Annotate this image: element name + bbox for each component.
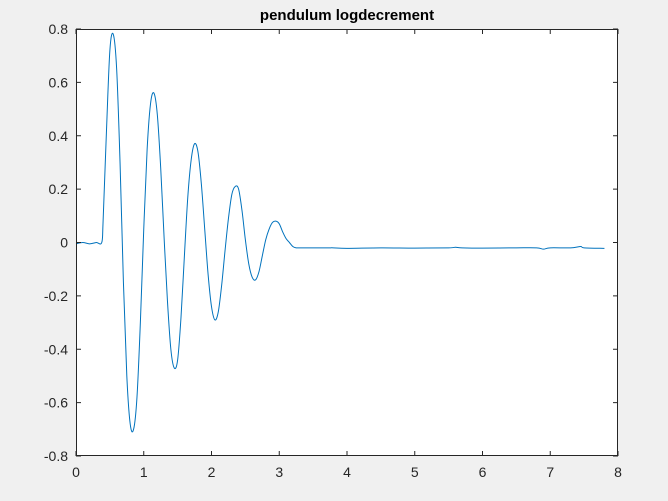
x-tick-label: 4 <box>343 464 351 480</box>
y-tick-label: -0.2 <box>44 288 68 304</box>
y-tick-label: 0.4 <box>49 128 69 144</box>
x-tick-label: 2 <box>208 464 216 480</box>
y-tick-label: -0.8 <box>44 448 68 464</box>
plot-area <box>76 29 618 456</box>
y-tick-label: 0 <box>60 235 68 251</box>
chart-title: pendulum logdecrement <box>260 7 434 24</box>
x-tick-label: 7 <box>546 464 554 480</box>
x-tick-label: 8 <box>614 464 622 480</box>
y-axis: -0.8 -0.6 -0.4 -0.2 0 0.2 0.4 0.6 0.8 <box>44 21 618 464</box>
series-group <box>75 32 605 433</box>
y-tick-label: 0.8 <box>49 21 69 37</box>
x-tick-label: 5 <box>411 464 419 480</box>
x-tick-label: 6 <box>479 464 487 480</box>
x-tick-label: 0 <box>72 464 80 480</box>
y-tick-label: 0.2 <box>49 181 69 197</box>
x-tick-label: 3 <box>275 464 283 480</box>
x-axis: 0 1 2 3 4 5 6 7 8 <box>72 29 622 480</box>
y-tick-label: -0.6 <box>44 395 68 411</box>
y-tick-label: -0.4 <box>44 341 68 357</box>
y-tick-label: 0.6 <box>49 74 69 90</box>
series-line-0 <box>75 32 605 433</box>
x-tick-label: 1 <box>140 464 148 480</box>
